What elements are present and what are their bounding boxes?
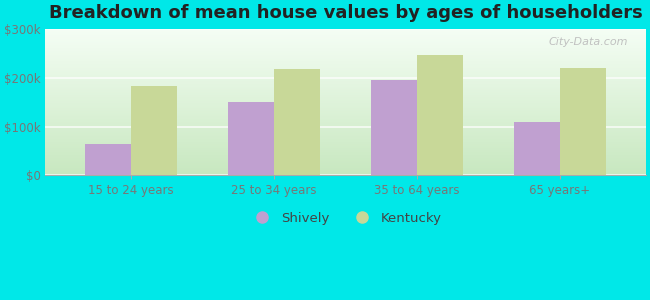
Bar <box>417 55 463 176</box>
Bar <box>514 122 560 176</box>
Text: City-Data.com: City-Data.com <box>549 37 628 46</box>
Title: Breakdown of mean house values by ages of householders: Breakdown of mean house values by ages o… <box>49 4 642 22</box>
Bar <box>228 102 274 176</box>
Bar <box>560 68 606 176</box>
Bar <box>131 86 177 176</box>
Bar <box>274 69 320 176</box>
Bar <box>85 144 131 175</box>
Legend: Shively, Kentucky: Shively, Kentucky <box>244 207 447 230</box>
Bar <box>371 80 417 176</box>
